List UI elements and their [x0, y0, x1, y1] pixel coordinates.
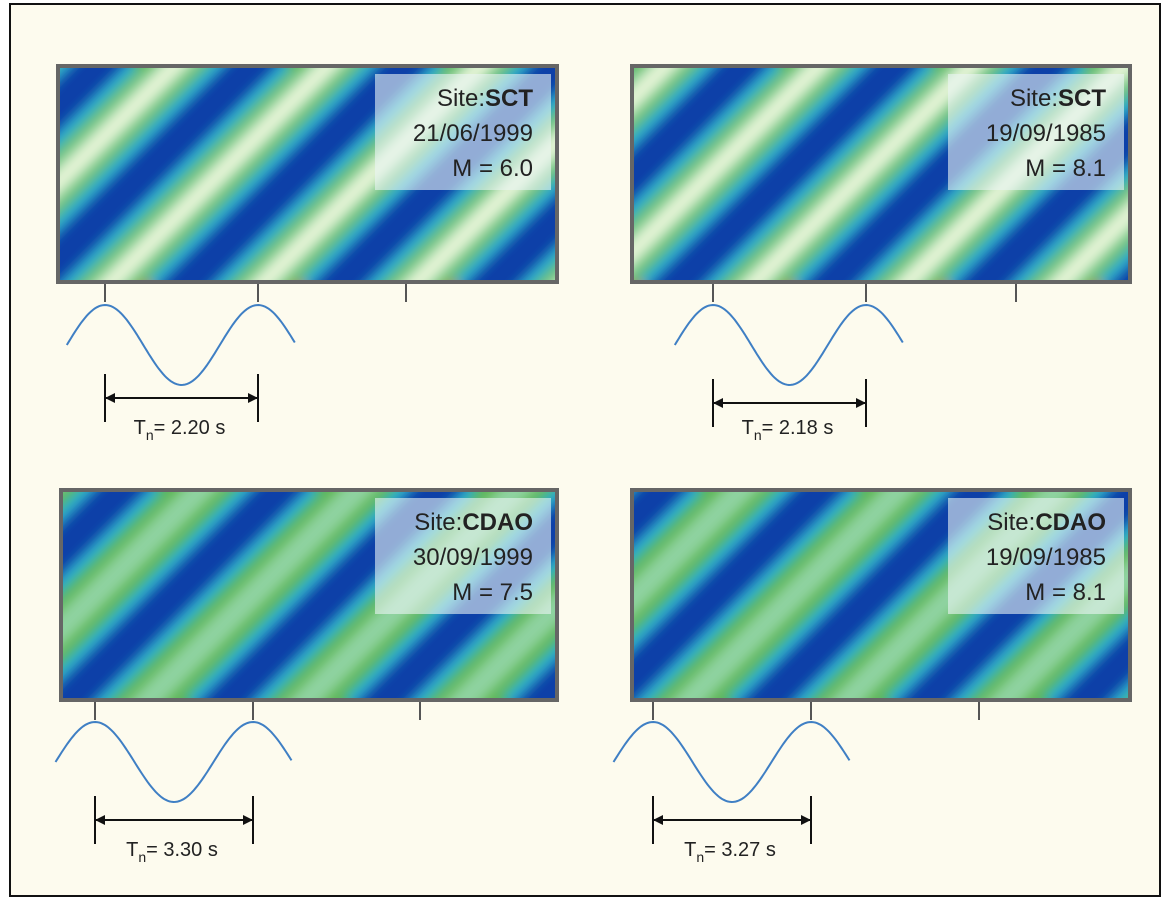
- site-name: SCT: [485, 85, 533, 112]
- period-value: = 2.18 s: [762, 417, 834, 439]
- site-name: CDAO: [462, 509, 533, 536]
- magnitude: M = 8.1: [1025, 155, 1106, 182]
- event-date: 19/09/1985: [986, 544, 1106, 571]
- site-name: CDAO: [1035, 509, 1106, 536]
- period-value: = 3.27 s: [704, 839, 776, 861]
- period-value: = 3.30 s: [146, 839, 218, 861]
- site-prefix: Site:: [987, 509, 1035, 536]
- magnitude: M = 8.1: [1025, 579, 1106, 606]
- period-symbol: T: [742, 417, 754, 439]
- event-date: 21/06/1999: [413, 120, 533, 147]
- site-label: Site:SCT: [1010, 85, 1106, 112]
- period-subscript: n: [696, 849, 704, 865]
- period-symbol: T: [126, 839, 138, 861]
- period-value: = 2.20 s: [154, 417, 226, 439]
- site-prefix: Site:: [1010, 85, 1058, 112]
- site-label: Site:CDAO: [987, 509, 1106, 536]
- event-date: 19/09/1985: [986, 120, 1106, 147]
- site-label: Site:CDAO: [414, 509, 533, 536]
- site-name: SCT: [1058, 85, 1106, 112]
- magnitude: M = 6.0: [452, 155, 533, 182]
- period-symbol: T: [684, 839, 696, 861]
- period-subscript: n: [138, 849, 146, 865]
- event-date: 30/09/1999: [413, 544, 533, 571]
- magnitude: M = 7.5: [452, 579, 533, 606]
- site-label: Site:SCT: [437, 85, 533, 112]
- period-subscript: n: [754, 427, 762, 443]
- site-prefix: Site:: [414, 509, 462, 536]
- site-prefix: Site:: [437, 85, 485, 112]
- period-subscript: n: [146, 427, 154, 443]
- period-symbol: T: [134, 417, 146, 439]
